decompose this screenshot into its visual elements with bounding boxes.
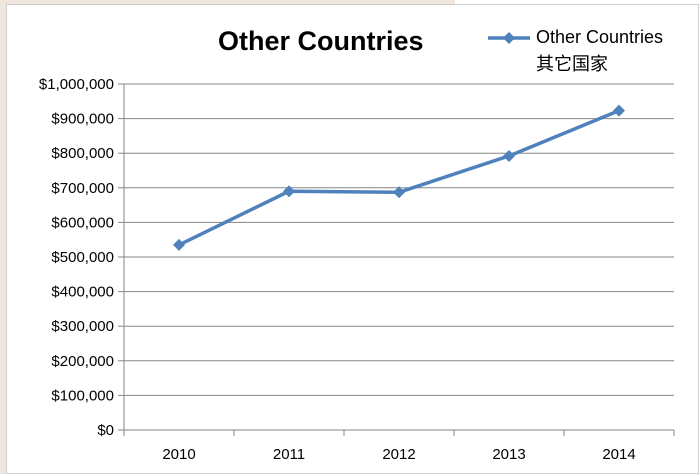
y-tick-label: $800,000 [51,145,114,162]
data-point-marker[interactable] [613,104,625,117]
y-tick-label: $100,000 [51,387,114,404]
x-tick-label: 2012 [382,446,415,463]
legend-line-marker-icon [488,31,530,44]
y-tick-label: $0 [97,422,114,439]
data-point-marker[interactable] [283,185,295,198]
series-line[interactable] [178,109,620,247]
x-tick-label: 2010 [162,446,195,463]
y-tick-label: $700,000 [51,180,114,197]
legend-sublabel: 其它国家 [536,54,608,74]
y-tick-label: $600,000 [51,214,114,231]
data-point-marker[interactable] [173,238,185,251]
legend-entry[interactable]: Other Countries [488,27,663,48]
legend-label: Other Countries [536,27,664,47]
data-point-marker[interactable] [503,149,515,162]
x-tick-label: 2014 [602,446,635,463]
y-tick-label: $500,000 [51,249,114,266]
y-tick-label: $200,000 [51,353,114,370]
y-tick-label: $900,000 [51,111,114,128]
x-tick-label: 2013 [492,446,525,463]
legend[interactable]: Other Countries 其它国家 [488,27,663,76]
chart-title: Other Countries [218,26,424,56]
x-tick-label: 2011 [273,446,305,463]
y-tick-label: $1,000,000 [39,76,114,93]
y-tick-label: $300,000 [51,318,114,335]
data-point-marker[interactable] [393,186,405,199]
y-tick-label: $400,000 [51,284,114,301]
